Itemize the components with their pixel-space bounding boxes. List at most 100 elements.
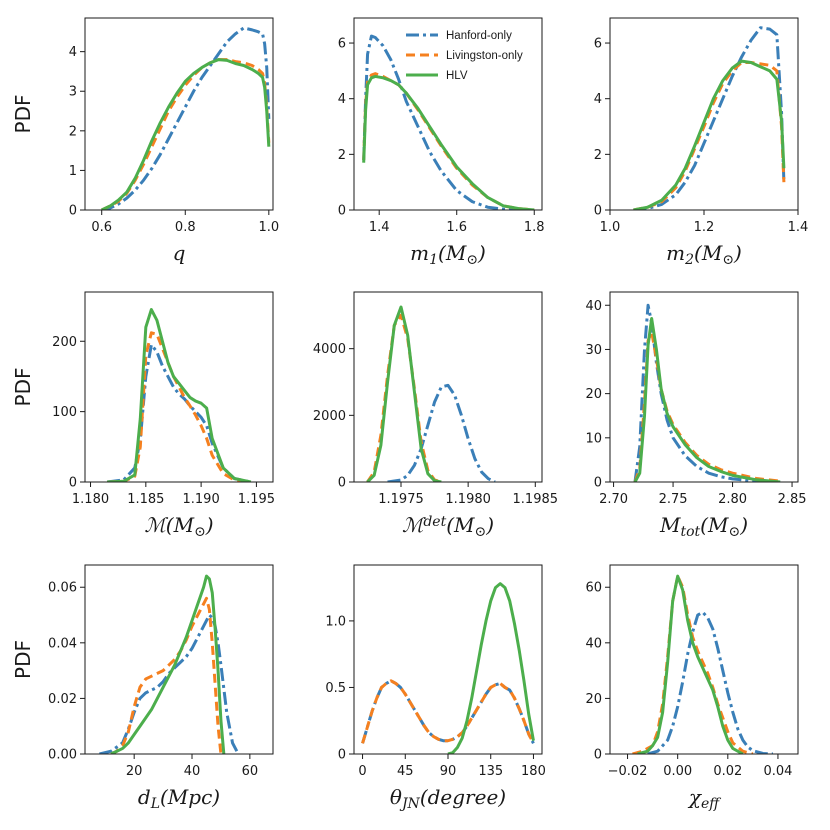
x-tick-label: 0.8 <box>175 220 196 235</box>
x-tick-label: 60 <box>242 764 259 779</box>
y-tick-label: 3 <box>69 85 77 100</box>
y-tick-label: 2 <box>338 148 346 163</box>
axes-frame <box>353 564 543 755</box>
y-tick-label: 1.0 <box>325 614 346 629</box>
x-tick-label: 1.190 <box>183 492 220 507</box>
x-tick-label: 2.80 <box>718 492 747 507</box>
y-tick-label: 30 <box>585 343 602 358</box>
series-group <box>362 34 535 210</box>
axes-frame <box>609 564 799 755</box>
x-tick-label: 2.75 <box>659 492 688 507</box>
axes-frame <box>84 564 274 755</box>
y-tick-label: 200 <box>52 335 77 350</box>
series-line-hanford-only <box>362 34 535 210</box>
y-tick-label: 0.04 <box>48 636 77 651</box>
series-line-hlv <box>101 58 271 210</box>
y-tick-label: 1 <box>69 164 77 179</box>
series-line-hanford-only <box>106 343 252 482</box>
y-tick-label: 0 <box>594 476 602 491</box>
series-line-livingston-only <box>362 72 535 210</box>
x-tick-label: 1.0 <box>600 220 621 235</box>
x-tick-label: 1.180 <box>72 492 109 507</box>
series-group <box>101 26 271 210</box>
x-tick-label: 1.1975 <box>378 492 424 507</box>
x-tick-label: 135 <box>478 764 503 779</box>
axes-frame <box>609 291 799 483</box>
series-line-hanford-only <box>361 679 535 745</box>
x-tick-label: 1.6 <box>446 220 467 235</box>
x-tick-label: 0.02 <box>713 764 742 779</box>
legend-label: Hanford-only <box>446 30 512 42</box>
legend-label: HLV <box>446 70 468 82</box>
panel-q: 0.6 0.8 1.0 0 1 2 3 4 q PDF <box>11 17 279 265</box>
series-line-hlv <box>633 317 781 482</box>
x-tick-label: 40 <box>184 764 201 779</box>
y-axis-label: PDF <box>11 368 35 407</box>
series-line-hanford-only <box>101 26 271 210</box>
series-group <box>632 574 774 754</box>
y-tick-label: 0 <box>594 748 602 763</box>
panel-chirp_mass: 1.180 1.185 1.190 1.195 0 100 200 ℳ(M⊙) PDF <box>11 291 275 540</box>
x-tick-label: 1.1980 <box>445 492 491 507</box>
y-tick-label: 4 <box>594 92 602 107</box>
x-tick-label: 1.4 <box>369 220 390 235</box>
series-group <box>633 303 781 482</box>
x-tick-label: 0 <box>358 764 366 779</box>
series-line-hlv <box>362 74 535 210</box>
y-tick-label: 0 <box>338 476 346 491</box>
y-tick-label: 0.06 <box>48 581 77 596</box>
series-line-livingston-only <box>361 679 535 745</box>
axes-frame <box>84 291 274 483</box>
y-axis-label: PDF <box>11 640 35 679</box>
axes-frame <box>353 17 543 211</box>
x-axis-label: Mtot(M⊙) <box>659 513 748 540</box>
y-tick-label: 60 <box>585 581 602 596</box>
x-tick-label: −0.02 <box>608 764 648 779</box>
y-tick-label: 0 <box>338 204 346 219</box>
y-tick-label: 2 <box>69 124 77 139</box>
y-tick-label: 0 <box>338 748 346 763</box>
x-tick-label: 0.6 <box>91 220 112 235</box>
x-tick-label: 180 <box>521 764 546 779</box>
series-line-hanford-only <box>633 26 786 210</box>
x-tick-label: 1.0 <box>258 220 279 235</box>
axes-frame <box>353 291 543 483</box>
panel-luminosity_distance: 20 40 60 0.00 0.02 0.04 0.06 dL(Mpc) PDF <box>11 564 274 812</box>
x-axis-label: m2(M⊙) <box>666 241 742 268</box>
x-tick-label: 2.85 <box>778 492 807 507</box>
series-line-livingston-only <box>633 61 786 210</box>
x-tick-label: 90 <box>440 764 457 779</box>
y-tick-label: 2 <box>594 148 602 163</box>
y-tick-label: 0.5 <box>325 681 346 696</box>
x-tick-label: 0.00 <box>663 764 692 779</box>
y-tick-label: 6 <box>594 37 602 52</box>
series-line-livingston-only <box>107 331 252 482</box>
x-axis-label: ℳ(M⊙) <box>144 513 213 540</box>
series-group <box>361 582 535 754</box>
panel-total_mass: 2.70 2.75 2.80 2.85 0 10 20 30 40 Mtot(M⊙) <box>585 291 807 540</box>
series-line-livingston-only <box>632 574 754 754</box>
series-line-hanford-only <box>633 303 781 482</box>
y-tick-label: 4 <box>69 45 77 60</box>
x-tick-label: 1.195 <box>238 492 275 507</box>
y-tick-label: 6 <box>338 37 346 52</box>
legend-label: Livingston-only <box>446 50 523 62</box>
x-tick-label: 45 <box>397 764 414 779</box>
y-tick-label: 100 <box>52 405 77 420</box>
series-group <box>106 308 252 482</box>
x-tick-label: 20 <box>126 764 143 779</box>
series-line-livingston-only <box>110 596 223 754</box>
y-tick-label: 4 <box>338 92 346 107</box>
series-line-hlv <box>633 59 786 210</box>
series-line-hlv <box>107 308 252 482</box>
x-tick-label: 1.4 <box>788 220 809 235</box>
y-tick-label: 0.00 <box>48 748 77 763</box>
y-tick-label: 0 <box>69 476 77 491</box>
panel-inclination: 0 45 90 135 180 0 0.5 1.0 θJN(degree) <box>325 564 546 812</box>
y-tick-label: 0 <box>594 204 602 219</box>
x-tick-label: 1.2 <box>694 220 715 235</box>
axes-frame <box>609 17 799 211</box>
x-tick-label: 1.1985 <box>513 492 559 507</box>
x-axis-label: m1(M⊙) <box>410 241 486 268</box>
